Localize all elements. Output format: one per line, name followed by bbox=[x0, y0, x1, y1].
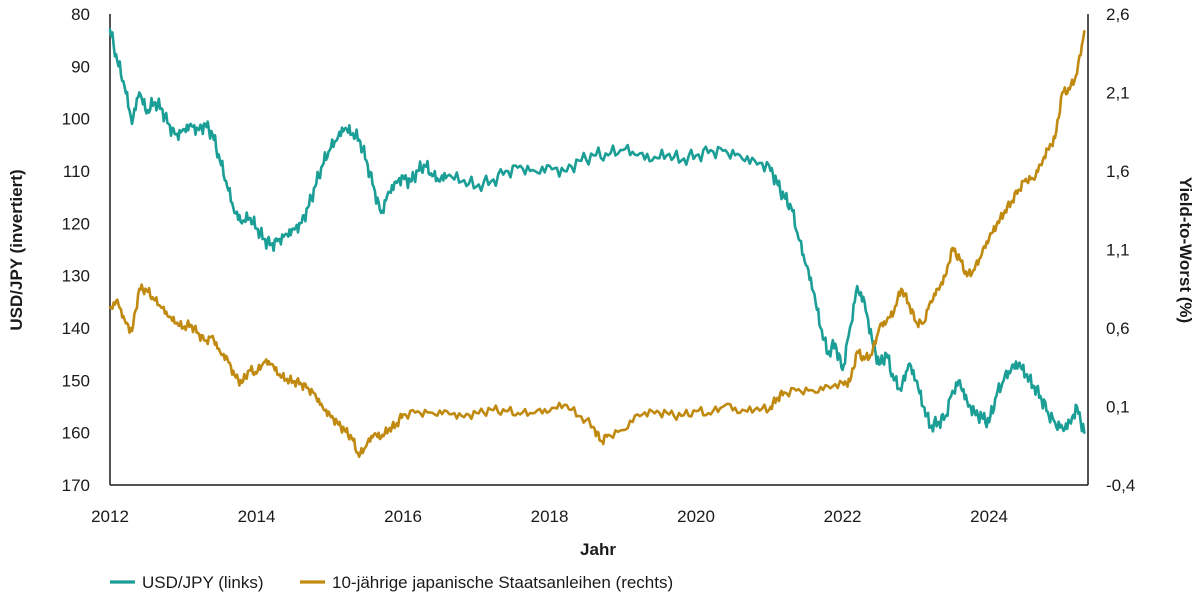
left-tick-label: 150 bbox=[62, 371, 90, 390]
left-tick-label: 120 bbox=[62, 214, 90, 233]
legend-label-jgb: 10-jährige japanische Staatsanleihen (re… bbox=[332, 573, 673, 592]
right-tick-label: 1,1 bbox=[1106, 241, 1130, 260]
series-lines bbox=[108, 28, 1086, 458]
left-tick-label: 80 bbox=[71, 5, 90, 24]
left-tick-labels: 80 90 100 110 120 130 140 150 160 170 bbox=[62, 5, 90, 495]
right-tick-label: -0,4 bbox=[1106, 476, 1135, 495]
left-tick-label: 160 bbox=[62, 424, 90, 443]
left-tick-label: 130 bbox=[62, 267, 90, 286]
left-tick-label: 140 bbox=[62, 319, 90, 338]
left-axis-title: USD/JPY (invertiert) bbox=[7, 169, 26, 330]
right-tick-label: 0,1 bbox=[1106, 398, 1130, 417]
right-tick-label: 0,6 bbox=[1106, 319, 1130, 338]
left-tick-label: 90 bbox=[71, 57, 90, 76]
left-tick-label: 170 bbox=[62, 476, 90, 495]
jgb-yield-series-line bbox=[108, 30, 1086, 458]
right-axis-title: Yield-to-Worst (%) bbox=[1176, 177, 1195, 323]
x-tick-label: 2012 bbox=[91, 507, 129, 526]
x-axis-title: Jahr bbox=[580, 540, 616, 559]
axes-group bbox=[109, 14, 1089, 486]
x-tick-label: 2014 bbox=[238, 507, 276, 526]
legend: USD/JPY (links) 10-jährige japanische St… bbox=[110, 573, 673, 592]
x-tick-label: 2020 bbox=[677, 507, 715, 526]
left-tick-label: 100 bbox=[62, 110, 90, 129]
right-tick-label: 2,1 bbox=[1106, 84, 1130, 103]
left-tick-label: 110 bbox=[63, 162, 90, 181]
legend-label-usdjpy: USD/JPY (links) bbox=[142, 573, 264, 592]
right-tick-label: 1,6 bbox=[1106, 162, 1130, 181]
x-tick-label: 2018 bbox=[531, 507, 569, 526]
right-tick-labels: 2,6 2,1 1,6 1,1 0,6 0,1 -0,4 bbox=[1106, 5, 1135, 495]
x-tick-label: 2022 bbox=[824, 507, 862, 526]
x-tick-label: 2024 bbox=[970, 507, 1008, 526]
x-tick-label: 2016 bbox=[384, 507, 422, 526]
usdjpy-series-line bbox=[108, 28, 1086, 434]
x-tick-labels: 2012 2014 2016 2018 2020 2022 2024 bbox=[91, 507, 1008, 526]
right-tick-label: 2,6 bbox=[1106, 5, 1130, 24]
